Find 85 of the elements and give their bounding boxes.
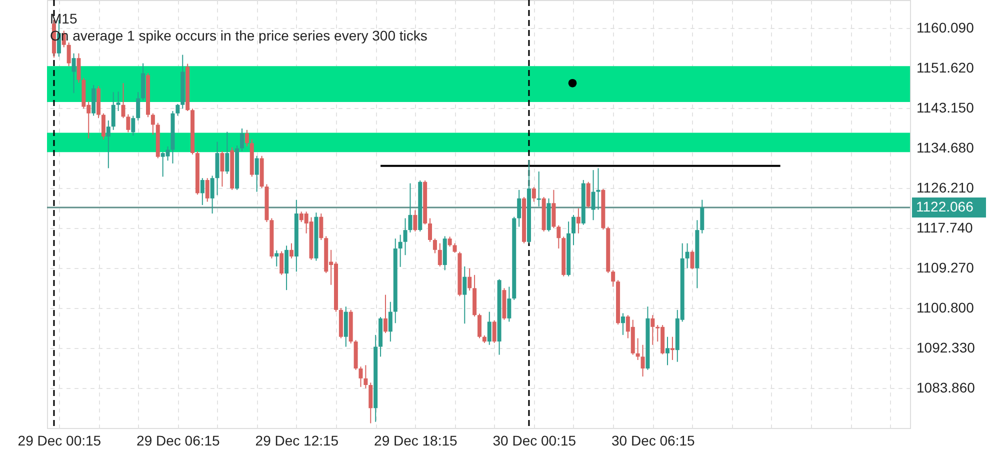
candlestick	[468, 268, 472, 292]
candlestick	[611, 270, 616, 288]
text: On average 1 spike occurs in the price series every 300 ticks	[50, 27, 428, 44]
candlestick	[205, 178, 210, 202]
candlestick	[650, 314, 655, 346]
y-tick-label: 1143.150	[916, 99, 974, 116]
y-tick-label: 1083.860	[916, 380, 976, 396]
candlestick	[438, 242, 442, 267]
candlestick	[200, 178, 204, 206]
candlestick	[586, 181, 590, 208]
ref-line-label: 1122.066	[916, 198, 974, 215]
candlestick	[150, 112, 155, 136]
candlestick	[700, 199, 704, 234]
y-tick-label: 1126.210	[916, 179, 974, 196]
candlestick	[240, 128, 244, 152]
candlestick	[131, 115, 136, 136]
candlestick	[289, 242, 294, 259]
candlestick	[136, 92, 140, 121]
candlestick	[685, 242, 690, 269]
candlestick	[408, 182, 412, 233]
candlestick	[280, 250, 284, 276]
x-tick-label: 29 Dec 00:15	[18, 432, 102, 448]
candlestick	[383, 294, 388, 334]
candlestick	[462, 266, 467, 324]
candlestick	[477, 313, 482, 339]
candlestick	[572, 214, 576, 246]
candlestick	[591, 170, 596, 221]
candlestick	[126, 114, 130, 133]
candlestick	[492, 320, 496, 344]
y-tick-label: 1109.270	[916, 259, 974, 276]
candlestick	[403, 218, 408, 256]
candlestick	[552, 189, 556, 229]
y-tick-label: 1160.090	[916, 19, 974, 36]
candlestick	[620, 312, 625, 336]
y-tick-label: 1117.740	[916, 219, 974, 236]
candlestick	[244, 129, 249, 147]
candlestick	[556, 224, 561, 249]
candlestick	[72, 52, 76, 94]
candlestick	[66, 42, 71, 67]
candlestick	[284, 245, 289, 291]
candlestick	[432, 238, 437, 254]
candlestick	[254, 155, 259, 192]
candlestick	[274, 250, 279, 267]
candlestick	[358, 366, 363, 388]
candlestick	[636, 338, 640, 360]
x-tick-label: 30 Dec 06:15	[612, 432, 696, 448]
text: M15	[50, 10, 78, 26]
x-tick-label: 29 Dec 06:15	[136, 432, 220, 448]
candlestick	[388, 301, 392, 342]
candlestick	[101, 112, 106, 140]
candlestick	[428, 218, 432, 242]
x-tick-label: 29 Dec 12:15	[255, 432, 339, 448]
candlestick	[576, 208, 580, 234]
y-tick-label: 1134.680	[916, 139, 974, 156]
candlestick	[76, 52, 81, 84]
candlestick	[487, 311, 492, 346]
candlestick	[532, 186, 536, 202]
candlestick	[398, 234, 402, 268]
candlestick	[666, 336, 670, 366]
candlestick	[225, 131, 230, 174]
candlestick	[368, 382, 373, 424]
candlestick	[121, 82, 126, 119]
candlestick	[364, 364, 368, 389]
candlestick	[176, 103, 180, 116]
candlestick	[116, 91, 120, 112]
candlestick	[210, 175, 214, 214]
y-tick-label: 1092.330	[916, 340, 976, 356]
candlestick	[507, 286, 512, 322]
candlestick	[319, 213, 324, 240]
candlestick	[106, 120, 110, 169]
candlestick	[640, 344, 645, 378]
candlestick	[536, 170, 541, 207]
candlestick	[111, 92, 116, 130]
candlestick	[448, 236, 452, 248]
y-tick-label: 1151.620	[916, 59, 974, 76]
x-tick-label: 30 Dec 00:15	[492, 432, 576, 448]
candlestick	[670, 336, 674, 360]
candlestick	[596, 168, 600, 210]
candlestick	[517, 189, 522, 228]
candlestick	[452, 242, 457, 254]
candlestick	[690, 250, 694, 270]
x-tick-label: 29 Dec 18:15	[374, 432, 458, 448]
candlestick	[220, 150, 224, 188]
candlestick	[413, 210, 418, 232]
y-tick-label: 1100.800	[916, 300, 974, 316]
